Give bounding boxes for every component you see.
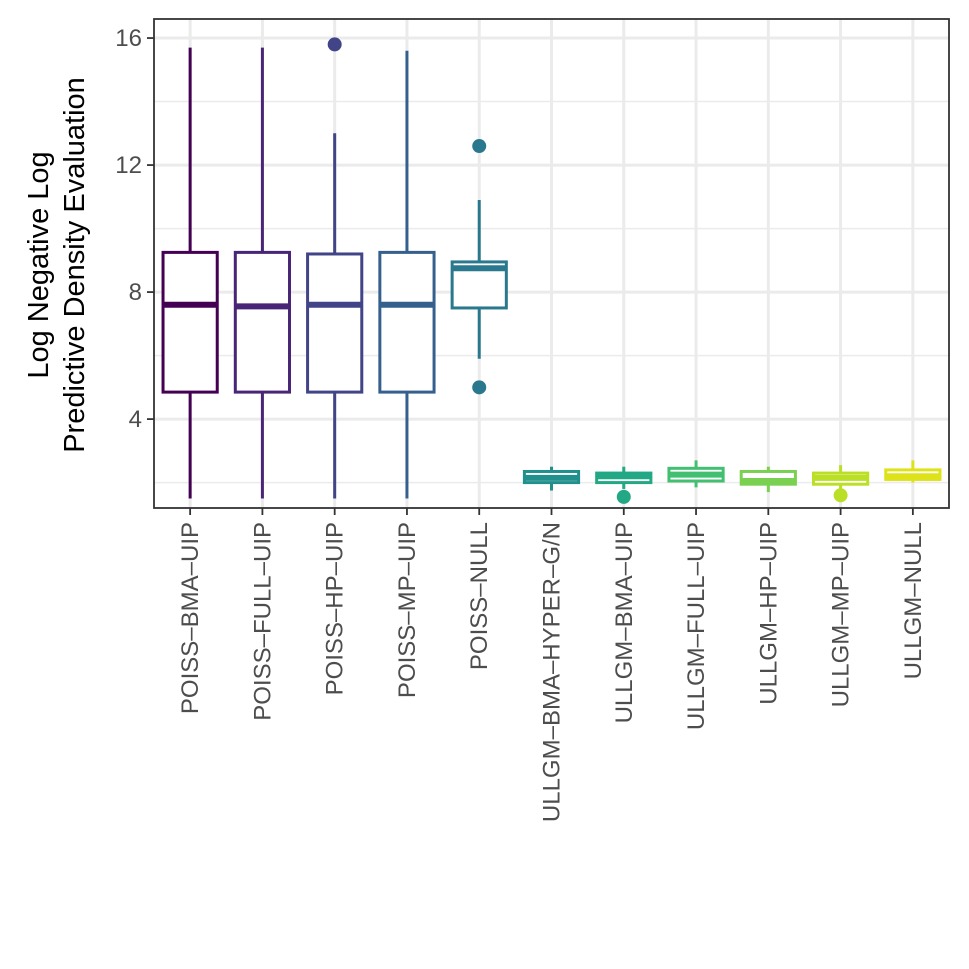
x-tick-label: ULLGM–BMA–UIP [611, 522, 638, 723]
outlier-point [472, 380, 487, 395]
box-group [739, 466, 797, 493]
y-axis-title-line-1: Log Negative Log [23, 151, 55, 378]
x-tick-label: POISS–FULL–UIP [249, 522, 276, 721]
box-iqr [161, 250, 219, 394]
y-tick-label: 8 [129, 279, 142, 306]
box-group [161, 47, 219, 499]
box-iqr [378, 250, 436, 394]
x-tick-label: POISS–HP–UIP [322, 522, 349, 695]
x-tick-label: ULLGM–MP–UIP [828, 522, 855, 707]
y-tick-label: 16 [115, 25, 142, 52]
box-group [233, 47, 292, 499]
box-group [884, 460, 942, 483]
x-axis: POISS–BMA–UIP POISS–FULL–UIP POISS–HP–UIP P… [177, 508, 927, 822]
box-group [522, 466, 581, 491]
x-tick-label: POISS–MP–UIP [394, 522, 421, 698]
y-axis: 4 8 12 16 [115, 25, 154, 433]
x-tick-label: ULLGM–FULL–UIP [683, 522, 710, 730]
outlier-point [616, 489, 631, 504]
y-tick-label: 4 [129, 406, 142, 433]
box-iqr [233, 250, 292, 394]
y-axis-title-line-2: Predictive Density Evaluation [59, 77, 91, 453]
outlier-point [472, 139, 487, 154]
box-group [595, 466, 653, 504]
box-group [811, 465, 870, 503]
outlier-point [327, 37, 342, 52]
x-tick-label: ULLGM–BMA–HYPER–G/N [539, 522, 566, 822]
x-tick-label: ULLGM–HP–UIP [755, 522, 782, 705]
box-group [667, 460, 725, 488]
box-group [378, 50, 436, 499]
outlier-point [833, 488, 848, 503]
box-group [450, 139, 508, 395]
box-group [306, 37, 364, 499]
x-tick-label: POISS–NULL [466, 522, 493, 670]
box-series [161, 37, 942, 504]
x-tick-label: POISS–BMA–UIP [177, 522, 204, 714]
x-tick-label: ULLGM–NULL [900, 522, 927, 679]
y-tick-label: 12 [115, 152, 142, 179]
box-iqr [306, 252, 364, 394]
